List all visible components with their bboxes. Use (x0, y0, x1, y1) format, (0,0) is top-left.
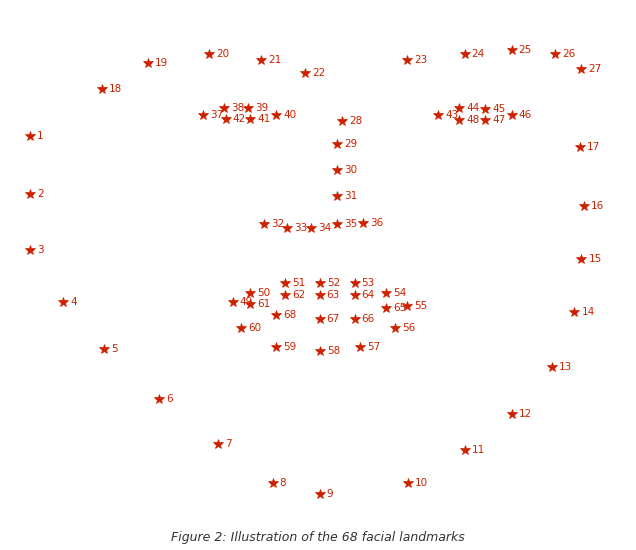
Text: 13: 13 (559, 361, 572, 372)
Text: 46: 46 (518, 109, 532, 120)
Text: 62: 62 (292, 290, 305, 300)
Text: 39: 39 (255, 103, 268, 113)
Text: 24: 24 (471, 49, 485, 59)
Text: 61: 61 (257, 299, 270, 309)
Text: 6: 6 (166, 394, 173, 404)
Text: 23: 23 (414, 56, 427, 65)
Text: 14: 14 (581, 307, 595, 317)
Text: 51: 51 (292, 278, 305, 288)
Text: 9: 9 (327, 490, 333, 499)
Text: 19: 19 (155, 58, 168, 68)
Text: 60: 60 (248, 323, 261, 333)
Text: 53: 53 (362, 278, 375, 288)
Text: 37: 37 (210, 109, 223, 120)
Text: 22: 22 (312, 68, 325, 78)
Text: 27: 27 (588, 64, 602, 74)
Text: 68: 68 (283, 310, 296, 320)
Text: 31: 31 (344, 191, 357, 201)
Text: 28: 28 (349, 116, 363, 126)
Text: 64: 64 (362, 290, 375, 300)
Text: 8: 8 (280, 478, 286, 488)
Text: 15: 15 (588, 254, 602, 263)
Text: 40: 40 (283, 109, 296, 120)
Text: 12: 12 (518, 409, 532, 419)
Text: 42: 42 (233, 113, 245, 124)
Text: 63: 63 (327, 290, 340, 300)
Text: 21: 21 (268, 56, 282, 65)
Text: 17: 17 (586, 142, 600, 152)
Text: 1: 1 (37, 131, 44, 141)
Text: 29: 29 (344, 139, 357, 150)
Text: 5: 5 (111, 344, 118, 354)
Text: 30: 30 (344, 165, 357, 175)
Text: 57: 57 (367, 342, 380, 352)
Text: 4: 4 (71, 297, 77, 307)
Text: 59: 59 (283, 342, 296, 352)
Text: 55: 55 (414, 301, 427, 311)
Text: 49: 49 (240, 297, 252, 307)
Text: 65: 65 (393, 304, 406, 313)
Text: 3: 3 (37, 245, 44, 255)
Text: 43: 43 (445, 109, 459, 120)
Text: 47: 47 (492, 115, 506, 125)
Text: 25: 25 (518, 45, 532, 55)
Text: 66: 66 (362, 314, 375, 324)
Text: 56: 56 (402, 323, 415, 333)
Text: 35: 35 (344, 219, 357, 229)
Text: 36: 36 (370, 218, 384, 228)
Text: 50: 50 (257, 288, 270, 298)
Text: 44: 44 (466, 103, 480, 113)
Text: 45: 45 (492, 104, 506, 114)
Text: 32: 32 (271, 219, 284, 229)
Text: 11: 11 (471, 446, 485, 455)
Text: 34: 34 (318, 223, 331, 233)
Text: 18: 18 (109, 84, 122, 94)
Text: Figure 2: Illustration of the 68 facial landmarks: Figure 2: Illustration of the 68 facial … (171, 531, 465, 544)
Text: 58: 58 (327, 346, 340, 356)
Text: 20: 20 (216, 49, 229, 59)
Text: 54: 54 (393, 288, 406, 298)
Text: 26: 26 (562, 49, 576, 59)
Text: 2: 2 (37, 189, 44, 199)
Text: 7: 7 (225, 439, 232, 449)
Text: 48: 48 (466, 115, 480, 125)
Text: 41: 41 (257, 113, 270, 124)
Text: 33: 33 (294, 223, 308, 233)
Text: 10: 10 (415, 478, 428, 488)
Text: 52: 52 (327, 278, 340, 288)
Text: 16: 16 (591, 201, 604, 211)
Text: 38: 38 (231, 103, 244, 113)
Text: 67: 67 (327, 314, 340, 324)
